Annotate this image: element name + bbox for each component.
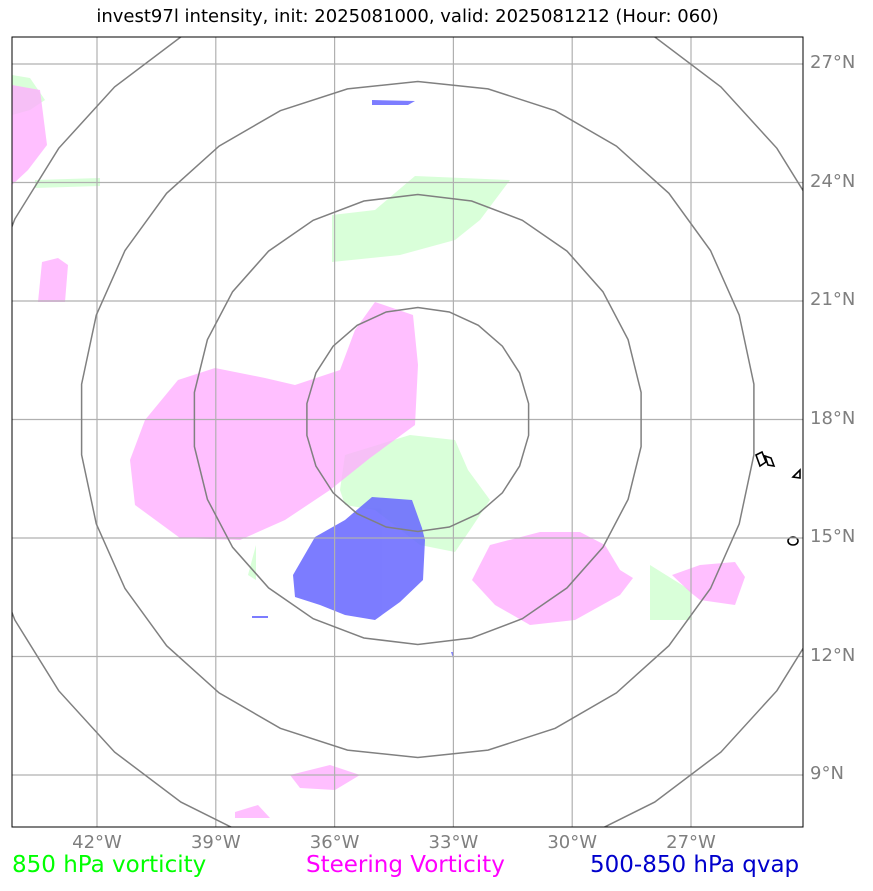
latitude-label: 24°N [810, 170, 856, 192]
longitude-label: 33°W [428, 832, 479, 853]
map-frame [11, 36, 804, 828]
latitude-label: 21°N [810, 289, 856, 310]
coastline [755, 450, 801, 546]
map-title: invest97l intensity, init: 2025081000, v… [96, 6, 719, 27]
latitude-label: 12°N [810, 644, 856, 666]
gridlines [12, 37, 803, 827]
latitude-label: 27°N [810, 52, 856, 73]
latitude-label: 9°N [810, 763, 844, 784]
longitude-label: 36°W [309, 832, 360, 853]
longitude-label: 30°W [547, 832, 598, 853]
range-ring [193, 193, 642, 646]
range-ring [306, 306, 530, 533]
longitude-label: 39°W [190, 832, 241, 853]
legend-vort850: 850 hPa vorticity [12, 852, 207, 878]
latitude-label: 15°N [810, 526, 856, 547]
legend-steering-vorticity: Steering Vorticity [306, 852, 505, 878]
range-ring [80, 80, 755, 759]
legend-qvap: 500-850 hPa qvap [590, 852, 800, 878]
longitude-label: 42°W [72, 832, 122, 853]
range-rings [12, 37, 803, 827]
range-ring [12, 37, 803, 827]
vort850-field [12, 75, 692, 620]
longitude-label: 27°W [666, 832, 716, 853]
latitude-label: 18°N [810, 407, 856, 429]
steering-vorticity-field [12, 85, 745, 818]
